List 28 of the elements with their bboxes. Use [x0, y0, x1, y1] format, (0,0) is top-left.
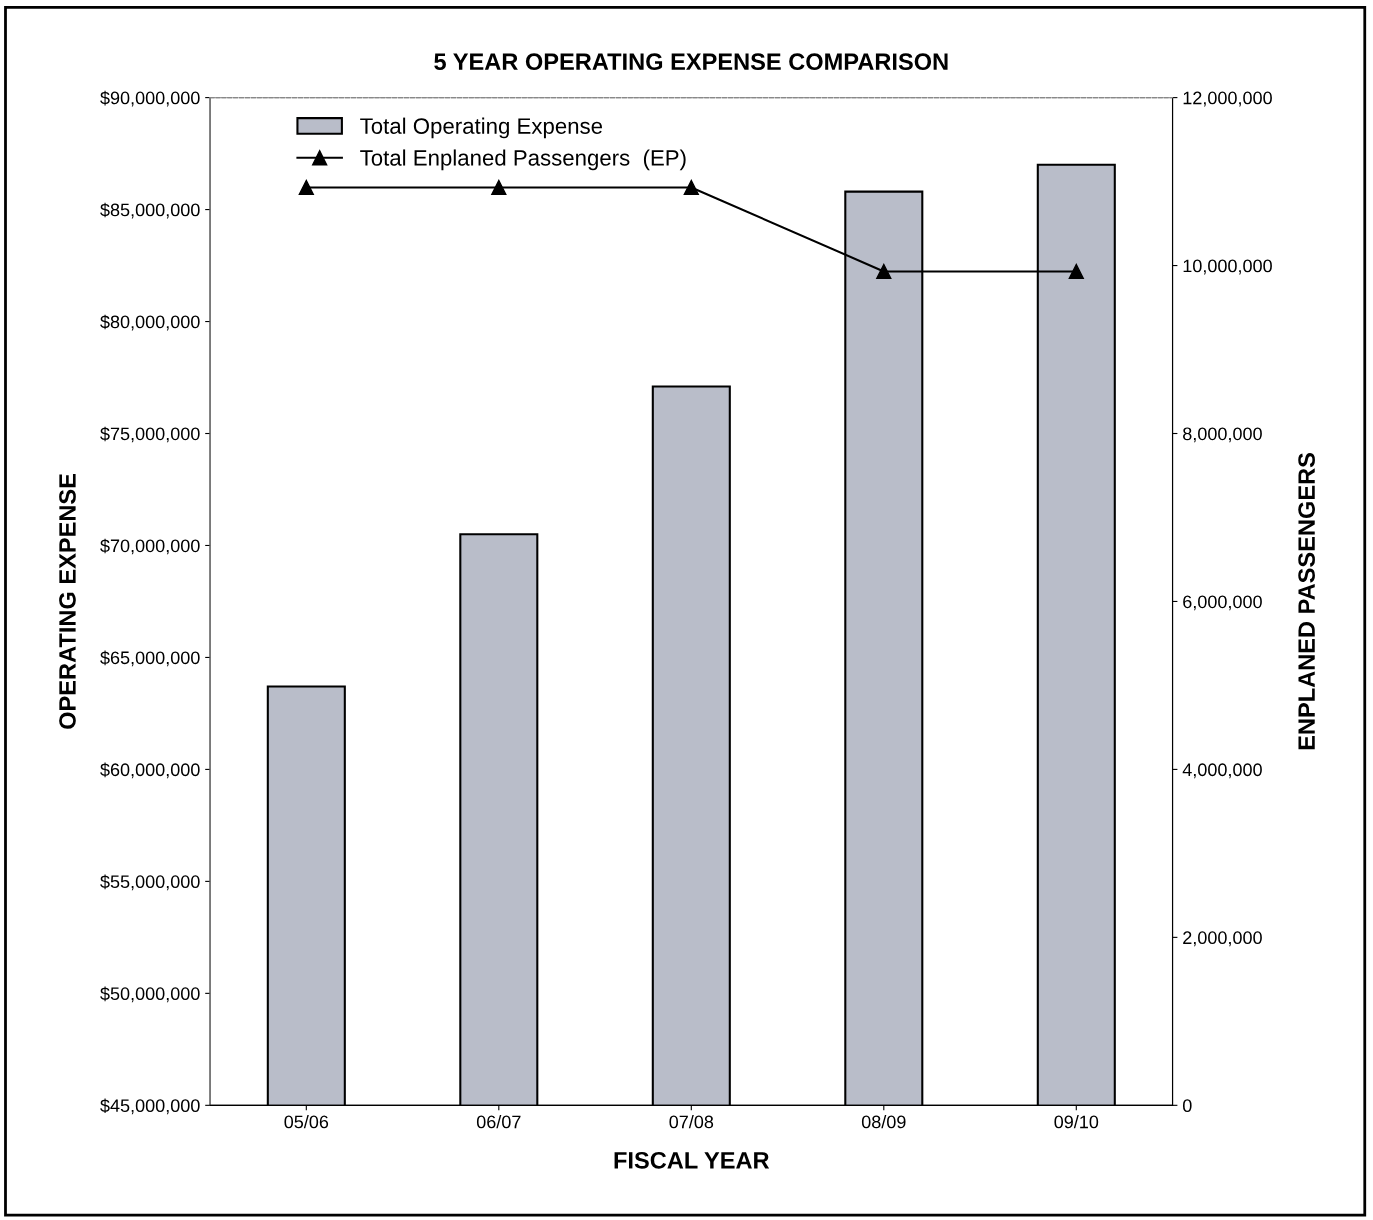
y2-tick-label: 8,000,000	[1183, 427, 1262, 443]
x-tick-label: 06/07	[476, 1115, 521, 1129]
y2-tick-label: 0	[1182, 1099, 1192, 1113]
legend-label: Total Enplaned Passengers (EP)	[360, 149, 686, 171]
y-tick-label: $90,000,000	[100, 90, 200, 107]
x-tick-label: 05/06	[284, 1115, 329, 1129]
y-tick-label: $45,000,000	[100, 1098, 200, 1115]
y2-tick-label: 6,000,000	[1183, 595, 1262, 611]
chart-title: 5 YEAR OPERATING EXPENSE COMPARISON	[434, 53, 948, 71]
y-tick-label: $55,000,000	[100, 874, 200, 891]
y2-tick-label: 12,000,000	[1183, 91, 1272, 107]
x-tick-label: 09/10	[1054, 1115, 1099, 1129]
y2-tick-label: 4,000,000	[1182, 763, 1262, 779]
legend-label: Total Operating Expense	[360, 117, 603, 139]
y-tick-label: $75,000,000	[100, 426, 200, 443]
x-axis-title: FISCAL YEAR	[614, 1151, 770, 1169]
y-axis-title: OPERATING EXPENSE	[59, 474, 76, 729]
y-tick-label: $50,000,000	[100, 986, 200, 1003]
x-tick-label: 07/08	[669, 1115, 714, 1129]
y2-axis-title: ENPLANED PASSENGERS	[1298, 453, 1315, 750]
y2-tick-label: 2,000,000	[1183, 931, 1262, 947]
y2-tick-label: 10,000,000	[1183, 259, 1272, 275]
y-tick-label: $60,000,000	[100, 762, 200, 779]
x-tick-label: 08/09	[861, 1115, 906, 1129]
y-tick-label: $85,000,000	[100, 202, 200, 219]
y-tick-label: $80,000,000	[100, 314, 200, 331]
y-tick-label: $70,000,000	[100, 538, 200, 555]
y-tick-label: $65,000,000	[100, 650, 200, 667]
